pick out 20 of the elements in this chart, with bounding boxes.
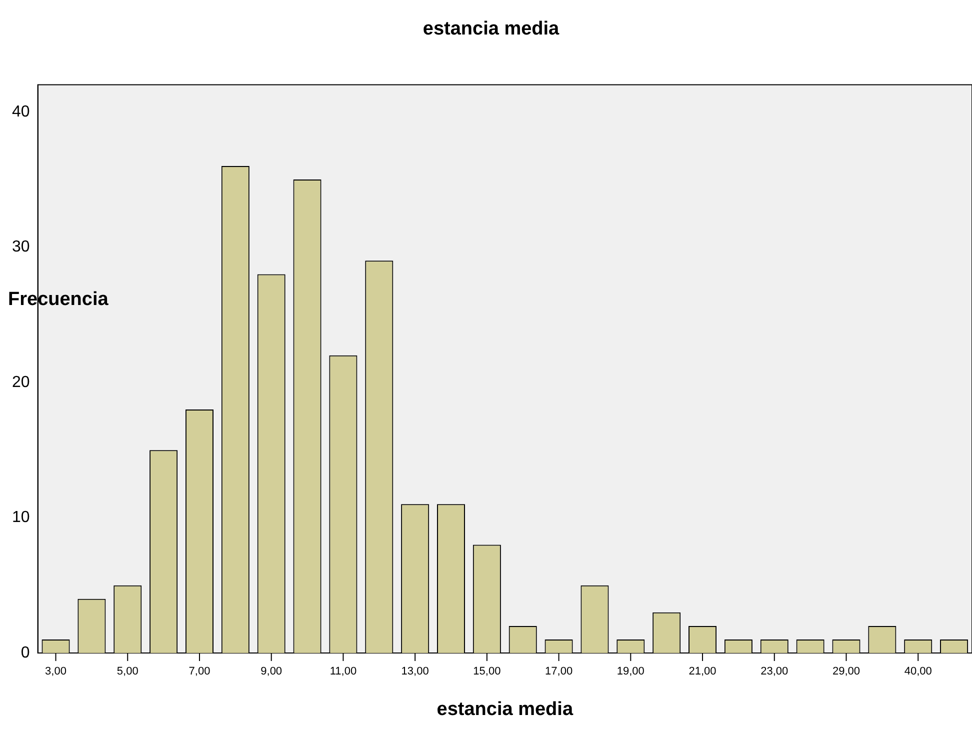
x-tick-label: 17,00 <box>545 666 573 678</box>
x-tick-label: 21,00 <box>688 666 716 678</box>
x-tick-label: 3,00 <box>45 666 66 678</box>
y-tick-label: 20 <box>12 374 30 391</box>
chart-title: estancia media <box>422 18 560 40</box>
x-tick-label: 11,00 <box>330 666 357 678</box>
y-tick-label: 40 <box>12 103 30 120</box>
x-tick-label: 9,00 <box>260 666 282 678</box>
y-tick-label: 10 <box>12 509 30 526</box>
x-tick-label: 15,00 <box>473 666 501 678</box>
x-tick-label: 29,00 <box>832 666 860 678</box>
x-tick-label: 40,00 <box>904 666 932 678</box>
x-tick-label: 19,00 <box>616 666 644 678</box>
x-tick-label: 13,00 <box>401 666 429 678</box>
y-tick-label: 30 <box>12 238 30 256</box>
x-tick-label: 7,00 <box>188 666 210 678</box>
y-tick-label: 0 <box>20 644 30 662</box>
x-tick-label: 5,00 <box>116 666 138 678</box>
x-axis-title: estancia media <box>436 698 574 720</box>
x-tick-label: 23,00 <box>760 666 788 678</box>
